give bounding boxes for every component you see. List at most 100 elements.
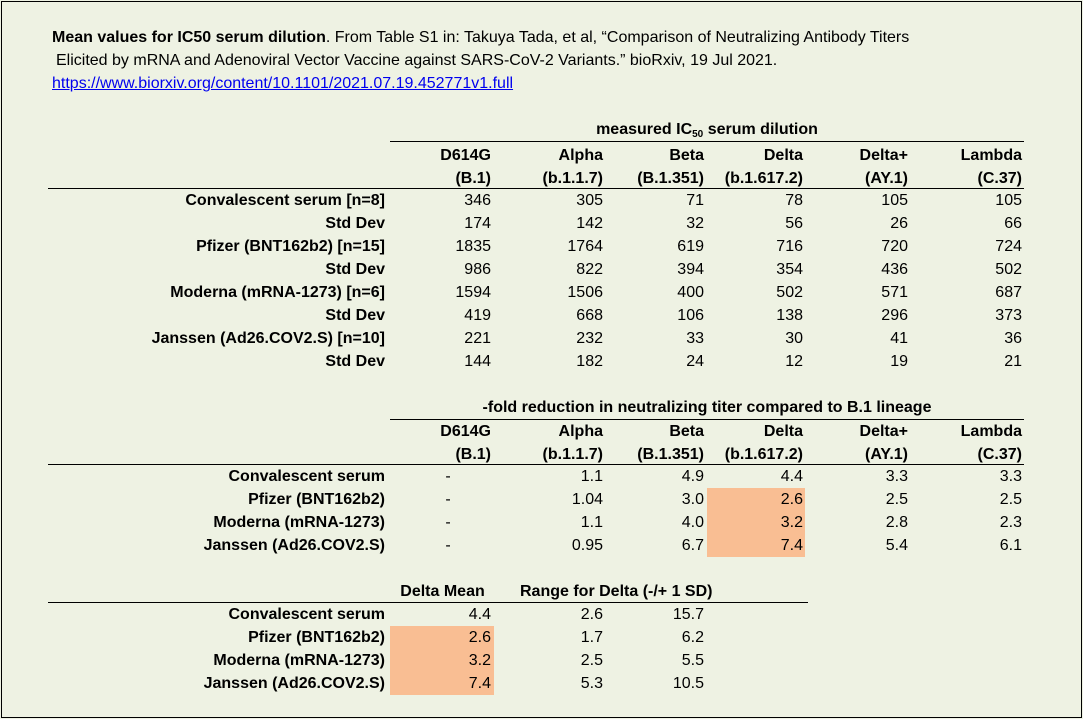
table3-high: 15.7	[672, 606, 704, 623]
table1-cell: 56	[785, 215, 803, 232]
table1-cell: 716	[776, 238, 803, 255]
table1-header-rule	[48, 188, 1024, 189]
table2-col-lineage: (C.37)	[977, 446, 1022, 463]
table3-high: 5.5	[681, 652, 704, 669]
table3-row-label: Convalescent serum	[228, 606, 385, 623]
caption-text-1: . From Table S1 in: Takuya Tada, et al, …	[325, 29, 910, 46]
table3-high: 6.2	[681, 629, 704, 646]
table2-cell: 1.1	[580, 468, 603, 485]
table2-header-rule	[48, 464, 1024, 465]
table1-col-name: D614G	[440, 147, 491, 164]
table2-row-label: Pfizer (BNT162b2)	[248, 491, 385, 508]
table1-row-label: Std Dev	[325, 353, 385, 370]
table1-cell: 419	[464, 307, 491, 324]
table3-high: 10.5	[672, 675, 704, 692]
table1-cell: 174	[464, 215, 491, 232]
table1-cell: 66	[1004, 215, 1022, 232]
table1-cell: 142	[576, 215, 603, 232]
table1-cell: 221	[464, 330, 491, 347]
table2-cell: 1.04	[571, 491, 603, 508]
table2-cell: 5.4	[885, 537, 908, 554]
table2-cell: -	[445, 491, 451, 508]
source-link[interactable]: https://www.biorxiv.org/content/10.1101/…	[52, 75, 514, 92]
table1-row-label: Pfizer (BNT162b2) [n=15]	[196, 238, 385, 255]
table1-cell: 26	[890, 215, 908, 232]
table2-cell: 7.4	[780, 537, 803, 554]
table1-col-name: Delta	[763, 147, 803, 164]
table2-delta-highlight	[707, 534, 805, 557]
table1-cell: 12	[785, 353, 803, 370]
table1-cell: 21	[1004, 353, 1022, 370]
table2-cell: 1.1	[580, 514, 603, 531]
table2-cell: 4.9	[681, 468, 704, 485]
table1-cell: 36	[1004, 330, 1022, 347]
table3-mean: 4.4	[468, 606, 491, 623]
table3-row-label: Janssen (Ad26.COV2.S)	[203, 675, 385, 692]
table1-cell: 571	[881, 284, 908, 301]
table1-cell: 105	[881, 192, 908, 209]
table1-cell: 436	[881, 261, 908, 278]
table3-low: 2.6	[580, 606, 603, 623]
table1-cell: 71	[686, 192, 704, 209]
table1-cell: 619	[677, 238, 704, 255]
caption-title: Mean values for IC50 serum dilution	[52, 29, 326, 46]
table3-header-rule	[48, 602, 808, 603]
table1-row-label: Std Dev	[325, 307, 385, 324]
table1-col-lineage: (AY.1)	[865, 170, 908, 187]
table1-cell: 1764	[567, 238, 603, 255]
table1-title-rule	[390, 141, 1024, 142]
table1-cell: 24	[686, 353, 704, 370]
table2-cell: -	[445, 468, 451, 485]
table2-cell: 2.3	[999, 514, 1022, 531]
table2-cell: 3.0	[681, 491, 704, 508]
table3-mean-highlight	[390, 672, 494, 695]
table1-row-label: Std Dev	[325, 261, 385, 278]
table2-cell: 3.2	[780, 514, 803, 531]
table3-mean: 7.4	[468, 675, 491, 692]
table1-cell: 19	[890, 353, 908, 370]
table2-cell: 6.1	[999, 537, 1022, 554]
table1-cell: 502	[776, 284, 803, 301]
table3-low: 1.7	[580, 629, 603, 646]
table2-cell: 2.6	[780, 491, 803, 508]
table1-cell: 32	[686, 215, 704, 232]
table2-col-name: Beta	[669, 423, 704, 440]
table1-title: measured IC50 serum dilution	[596, 121, 818, 140]
table1-cell: 400	[677, 284, 704, 301]
table1-cell: 822	[576, 261, 603, 278]
table3-col-mean: Delta Mean	[400, 583, 485, 600]
table1-cell: 1506	[567, 284, 603, 301]
table2-cell: 2.5	[885, 491, 908, 508]
table2-delta-highlight	[707, 488, 805, 511]
table1-col-lineage: (b.1.617.2)	[724, 170, 803, 187]
table1-cell: 106	[677, 307, 704, 324]
table2-title-rule	[390, 419, 1024, 420]
table1-col-name: Alpha	[558, 147, 603, 164]
table1-cell: 394	[677, 261, 704, 278]
table3-mean-highlight	[390, 626, 494, 649]
table2-row-label: Janssen (Ad26.COV2.S)	[203, 537, 385, 554]
table2-row-label: Convalescent serum	[228, 468, 385, 485]
table1-cell: 305	[576, 192, 603, 209]
table2-cell: 3.3	[999, 468, 1022, 485]
table1-cell: 138	[776, 307, 803, 324]
table2-col-name: Delta	[763, 423, 803, 440]
table2-col-lineage: (B.1.351)	[637, 446, 704, 463]
table3-mean-highlight	[390, 649, 494, 672]
table3-mean: 2.6	[468, 629, 491, 646]
table1-col-name: Beta	[669, 147, 704, 164]
table1-cell: 78	[785, 192, 803, 209]
table2-row-label: Moderna (mRNA-1273)	[213, 514, 385, 531]
table1-cell: 373	[995, 307, 1022, 324]
table2-title: -fold reduction in neutralizing titer co…	[482, 399, 932, 416]
table1-cell: 105	[995, 192, 1022, 209]
table2-cell: 2.5	[999, 491, 1022, 508]
table1-cell: 144	[464, 353, 491, 370]
table2-cell: 4.4	[780, 468, 803, 485]
table1-row-label: Convalescent serum [n=8]	[185, 192, 385, 209]
table1-row-label: Moderna (mRNA-1273) [n=6]	[170, 284, 385, 301]
table2-col-lineage: (B.1)	[455, 446, 491, 463]
table3-row-label: Moderna (mRNA-1273)	[213, 652, 385, 669]
table1-col-name: Delta+	[859, 147, 908, 164]
